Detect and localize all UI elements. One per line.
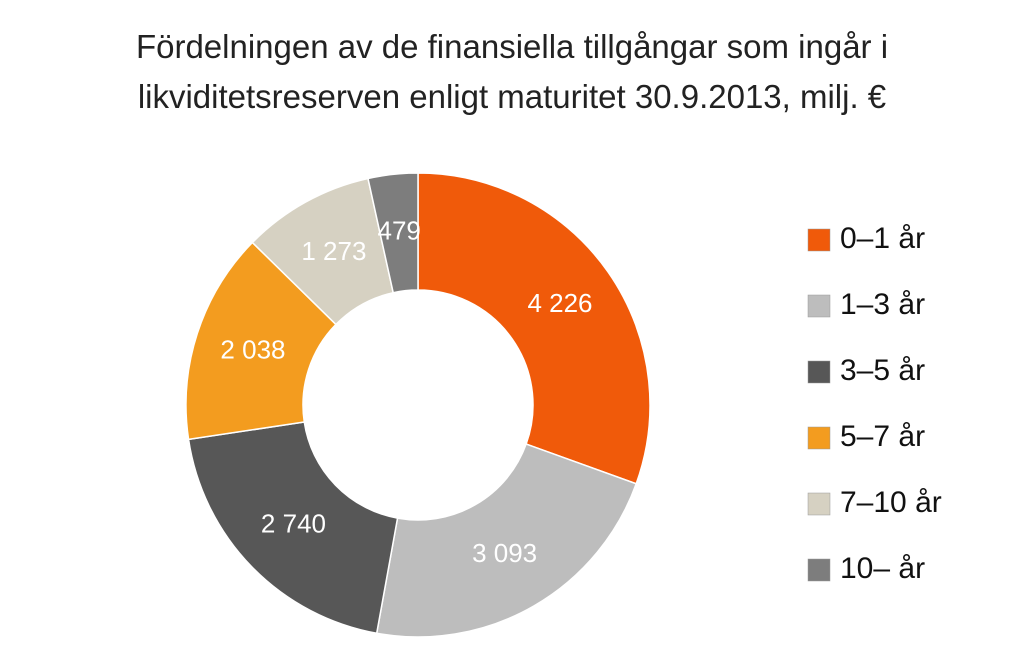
legend-swatch [807,360,831,384]
data-label: 3 093 [472,538,537,568]
data-label: 1 273 [301,236,366,266]
legend-swatch [807,228,831,252]
legend-label: 1–3 år [840,288,925,321]
donut-segment [375,443,638,638]
legend-swatch [807,294,831,318]
legend-swatch [807,492,831,516]
data-label: 4 226 [527,288,592,318]
legend-label: 3–5 år [840,354,925,387]
legend-swatch [807,426,831,450]
legend-label: 5–7 år [840,420,925,453]
data-label: 479 [377,215,420,245]
donut-segment [187,421,399,635]
legend-label: 0–1 år [840,222,925,255]
legend-label: 7–10 år [840,486,942,519]
legend-swatch [807,558,831,582]
data-label: 2 038 [220,334,285,364]
donut-segment [185,241,337,441]
data-label: 2 740 [261,509,326,539]
donut-segment [417,172,651,485]
chart-title: Fördelningen av de finansiella tillgånga… [135,28,889,115]
donut-segment [367,172,419,294]
legend-label: 10– år [840,552,925,585]
